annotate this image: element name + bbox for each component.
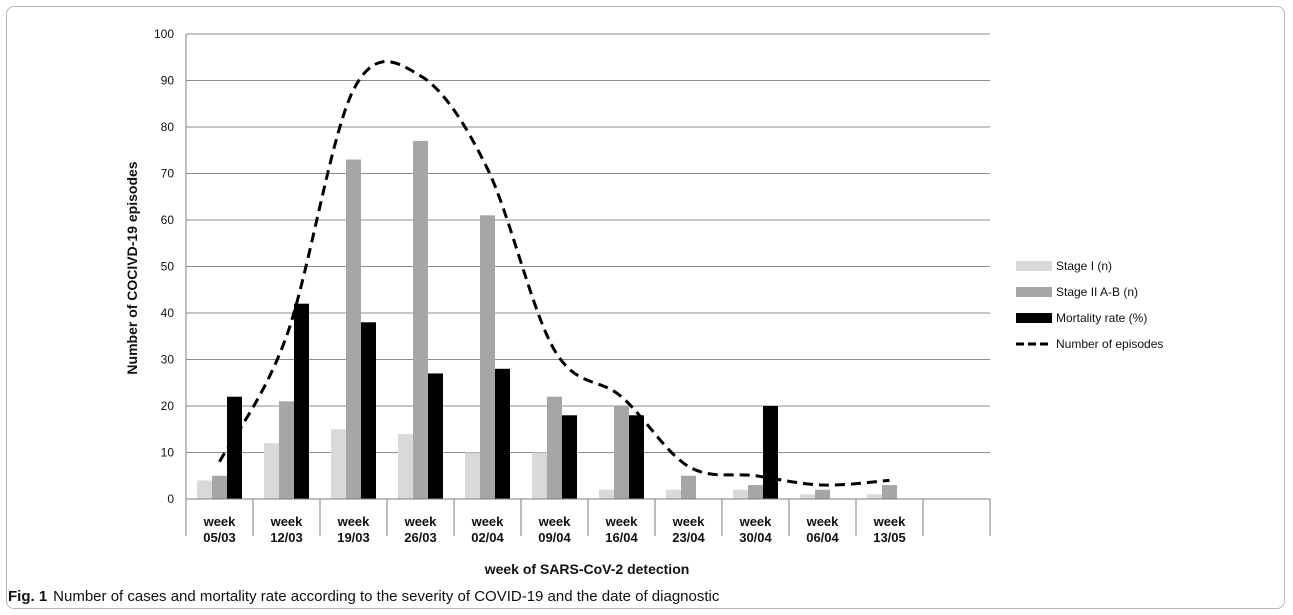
bar-1 (800, 494, 815, 499)
bar-2 (346, 159, 361, 500)
y-tick-label: 0 (167, 492, 174, 506)
bar-2 (882, 485, 897, 499)
bars (197, 140, 897, 500)
y-axis-label: Number of COCIVD-19 episodes (124, 161, 140, 374)
x-tick-label: week 19/03 (337, 514, 371, 545)
y-tick-label: 60 (161, 213, 175, 227)
bar-2 (279, 401, 294, 499)
bar-2 (681, 475, 696, 499)
bar-2 (815, 489, 830, 499)
caption-label: Fig. 1 (8, 588, 48, 605)
x-tick-label: week 02/04 (471, 514, 505, 545)
bar-1 (867, 494, 882, 499)
bar-3 (629, 415, 644, 499)
bar-1 (733, 489, 748, 499)
bar-1 (398, 433, 413, 499)
episodes-line (218, 60, 890, 487)
legend: Stage I (n) Stage II A-B (n) Mortality rat… (1016, 259, 1163, 351)
bar-1 (666, 489, 681, 499)
x-tick-label: week 09/04 (538, 514, 572, 545)
legend-label: Number of episodes (1056, 337, 1163, 351)
y-tick-label: 100 (154, 27, 174, 41)
bar-2 (480, 215, 495, 499)
y-tick-label: 80 (161, 120, 175, 134)
x-tick-label: week 12/03 (270, 514, 304, 545)
bar-3 (428, 373, 443, 499)
bar-3 (227, 396, 242, 499)
x-axis-label: week of SARS-CoV-2 detection (484, 561, 690, 577)
figure-caption: Fig. 1 Number of cases and mortality rate… (8, 588, 719, 605)
x-axis-ticks: week 05/03 week 12/03 week 19/03 week 26/03 week… (203, 514, 907, 545)
gridlines (186, 33, 990, 453)
y-tick-label: 30 (161, 353, 175, 367)
figure-border (6, 6, 1285, 609)
legend-label: Stage I (n) (1056, 259, 1112, 273)
x-tick-label: week 06/04 (806, 514, 840, 545)
bar-3 (495, 368, 510, 499)
bar-3 (763, 406, 778, 499)
caption-text: Number of cases and mortality rate accor… (53, 588, 720, 605)
bar-1 (331, 429, 346, 499)
bar-1 (532, 452, 547, 499)
bar-2 (614, 406, 629, 499)
y-axis-ticks: 0 10 20 30 40 50 60 70 80 90 100 (154, 27, 174, 506)
legend-swatch (1016, 261, 1052, 271)
y-tick-label: 70 (161, 167, 175, 181)
y-tick-label: 10 (161, 446, 175, 460)
y-tick-label: 20 (161, 399, 175, 413)
bar-3 (361, 322, 376, 499)
x-tick-label: week 26/03 (404, 514, 438, 545)
chart: 0 10 20 30 40 50 60 70 80 90 100 week 05/03 week 12/0… (124, 27, 1163, 577)
bar-2 (413, 140, 428, 499)
x-tick-label: week 05/03 (203, 514, 237, 545)
bar-2 (547, 396, 562, 499)
y-tick-label: 50 (161, 260, 175, 274)
x-tick-label: week 23/04 (672, 514, 706, 545)
y-tick-label: 40 (161, 306, 175, 320)
legend-swatch (1016, 287, 1052, 297)
x-tick-label: week 13/05 (873, 514, 907, 545)
bar-3 (294, 303, 309, 499)
bar-1 (599, 489, 614, 499)
bar-2 (748, 485, 763, 499)
x-tick-label: week 16/04 (605, 514, 639, 545)
episodes-line-path (218, 60, 890, 487)
bar-1 (197, 480, 212, 499)
bar-1 (264, 443, 279, 499)
axes (185, 34, 991, 536)
bar-2 (212, 475, 227, 499)
bar-3 (562, 415, 577, 499)
y-tick-label: 90 (161, 74, 175, 88)
legend-label: Mortality rate (%) (1056, 311, 1147, 325)
legend-label: Stage II A-B (n) (1056, 285, 1138, 299)
x-tick-label: week 30/04 (739, 514, 773, 545)
bar-1 (465, 452, 480, 499)
legend-swatch (1016, 313, 1052, 323)
